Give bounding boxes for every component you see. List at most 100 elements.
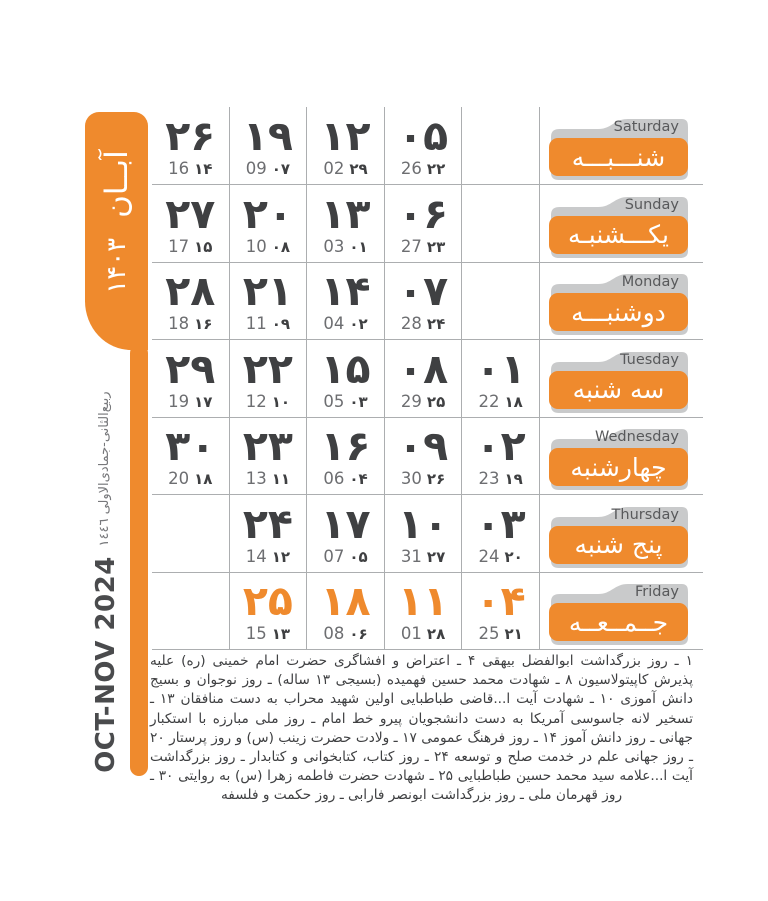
week-row-monday: ۲۸ 18 ۱۶ ۲۱ 11 ۰۹ ۱۴ 04 ۰۲ ۰۷ 28 ۲۴ Monday دوشنبـــه [152,262,692,340]
secondary-dates: 17 ۱۵ [168,237,212,256]
day-cell: ۲۶ 16 ۱۴ [152,107,230,185]
secondary-dates: 02 ۲۹ [323,159,367,178]
day-name-english: Saturday [613,119,679,135]
weekday-tab-tuesday: Tuesday سه شنبه [546,349,692,415]
hijri-day-number: ۰۳ [349,392,368,411]
day-cell: ۰۴ 25 ۲۱ [462,572,540,650]
hijri-day-number: ۱۸ [504,392,523,411]
secondary-dates: 07 ۰۵ [323,547,367,566]
week-row-saturday: ۲۶ 16 ۱۴ ۱۹ 09 ۰۷ ۱۲ 02 ۲۹ ۰۵ 26 ۲۲ Saturday شنـــبــ… [152,107,692,185]
jalali-day-number: ۰۴ [475,577,526,625]
secondary-dates: 25 ۲۱ [479,624,523,643]
hijri-day-number: ۰۶ [349,625,368,643]
hijri-day-number: ۰۱ [349,237,368,256]
gregorian-day-number: 09 [245,159,267,178]
jalali-day-number: ۲۱ [242,267,293,315]
secondary-dates: 13 ۱۱ [246,469,290,488]
weekday-tab-wednesday: Wednesday چهارشنبه [546,426,692,492]
gregorian-day-number: 07 [323,546,345,566]
gregorian-day-number: 17 [168,236,190,256]
jalali-day-number: ۰۲ [475,422,526,470]
hijri-day-number: ۱۳ [271,625,291,643]
hijri-day-number: ۱۸ [194,470,213,488]
day-name-english: Friday [635,584,679,600]
day-cell: ۰۷ 28 ۲۴ [385,262,463,340]
secondary-dates: 12 ۱۰ [246,392,290,411]
jalali-day-number: ۱۱ [398,577,449,625]
hijri-day-number: ۲۸ [426,625,446,643]
hijri-day-number: ۱۴ [194,160,213,178]
secondary-dates: 05 ۰۳ [323,392,367,411]
weekday-tab-sunday: Sunday یکـــشنبـه [546,194,692,260]
day-cell: ۲۰ 10 ۰۸ [230,184,308,262]
secondary-dates: 31 ۲۷ [401,547,445,566]
events-paragraph: ۱ ـ روز بزرگداشت ابوالفضل بیهقی ۴ ـ اعتر… [150,653,694,804]
secondary-dates: 24 ۲۰ [479,547,523,566]
hijri-day-number: ۲۲ [426,160,446,178]
week-row-friday: ۲۵ 15 ۱۳ ۱۸ 08 ۰۶ ۱۱ 01 ۲۸ ۰۴ 25 ۲۱ Friday جــمــعــه [152,572,692,650]
day-cell: ۲۸ 18 ۱۶ [152,262,230,340]
day-cell: ۳۰ 20 ۱۸ [152,417,230,495]
secondary-dates: 23 ۱۹ [479,469,523,488]
gregorian-day-number: 27 [400,236,422,256]
jalali-day-number: ۰۷ [398,267,449,315]
secondary-dates: 10 ۰۸ [246,237,290,256]
day-cell-empty [152,572,230,650]
gregorian-day-number: 08 [323,624,345,643]
gregorian-day-number: 20 [168,469,190,488]
day-name-english: Wednesday [595,429,679,445]
day-cell: ۰۵ 26 ۲۲ [385,107,463,185]
gregorian-day-number: 11 [245,314,267,333]
day-name-persian: پنج شنبه [548,525,688,564]
jalali-day-number: ۲۲ [242,344,293,393]
jalali-day-number: ۱۲ [320,112,371,160]
day-cell: ۲۵ 15 ۱۳ [230,572,308,650]
gregorian-day-number: 30 [400,469,422,488]
gregorian-day-number: 28 [400,314,422,333]
day-cell: ۰۹ 30 ۲۶ [385,417,463,495]
gregorian-day-number: 16 [168,159,190,178]
jalali-day-number: ۲۹ [165,344,216,393]
jalali-day-number: ۰۱ [475,344,526,393]
day-name-english: Monday [621,274,679,290]
row-separator-line [152,184,703,185]
hijri-day-number: ۱۱ [271,470,291,488]
hijri-day-number: ۰۵ [349,547,368,566]
jalali-day-number: ۲۵ [242,577,293,625]
row-separator-line [152,339,703,340]
day-name-persian: یکـــشنبـه [548,215,688,254]
jalali-year: ۱۴۰۳ [101,237,132,294]
secondary-dates: 16 ۱۴ [168,159,212,178]
gregorian-day-number: 24 [478,546,500,566]
hijri-day-number: ۰۹ [271,315,291,333]
day-cell-empty [152,494,230,572]
day-cell: ۲۱ 11 ۰۹ [230,262,308,340]
day-cell: ۲۳ 13 ۱۱ [230,417,308,495]
jalali-day-number: ۱۹ [242,112,293,160]
gregorian-day-number: 29 [400,391,422,411]
jalali-day-number: ۰۵ [398,112,449,160]
gregorian-day-number: 13 [245,469,267,488]
jalali-day-number: ۳۰ [165,422,216,470]
hijri-day-number: ۲۹ [349,160,368,178]
week-row-tuesday: ۲۹ 19 ۱۷ ۲۲ 12 ۱۰ ۱۵ 05 ۰۳ ۰۸ 29 ۲۵ ۰۱ 22 ۱۸ Tuesday سه … [152,339,692,417]
jalali-day-number: ۱۰ [398,499,449,548]
secondary-dates: 29 ۲۵ [401,392,445,411]
secondary-dates: 03 ۰۱ [323,237,367,256]
secondary-dates: 28 ۲۴ [401,314,445,333]
hijri-day-number: ۱۶ [194,315,213,333]
secondary-dates: 15 ۱۳ [246,624,290,643]
secondary-dates: 14 ۱۲ [246,547,290,566]
secondary-dates: 20 ۱۸ [168,469,212,488]
day-cell: ۱۱ 01 ۲۸ [385,572,463,650]
jalali-day-number: ۲۰ [242,189,293,238]
secondary-dates: 19 ۱۷ [168,392,212,411]
day-cell-empty [462,262,540,340]
day-cell: ۲۹ 19 ۱۷ [152,339,230,417]
day-cell: ۱۳ 03 ۰۱ [307,184,385,262]
jalali-day-number: ۲۳ [242,422,293,470]
hijri-day-number: ۱۹ [504,470,523,488]
hijri-day-number: ۰۸ [271,237,291,256]
day-cell: ۰۲ 23 ۱۹ [462,417,540,495]
